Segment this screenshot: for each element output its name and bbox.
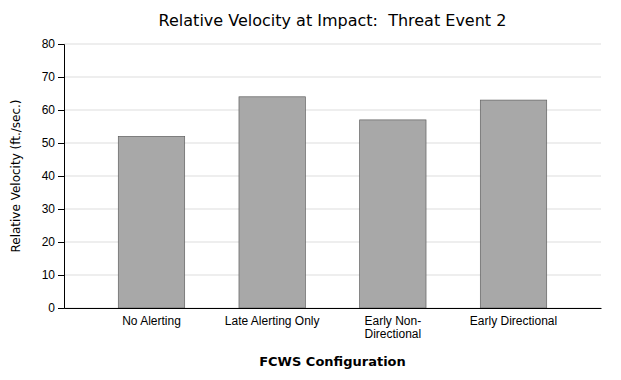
tick-label: Early Non-Directional bbox=[364, 314, 421, 342]
tick-label: 70 bbox=[42, 70, 56, 84]
tick-label: 40 bbox=[42, 169, 56, 183]
grid-line bbox=[64, 77, 601, 78]
tick-mark bbox=[58, 242, 64, 243]
tick-mark bbox=[58, 275, 64, 276]
tick-label: 30 bbox=[42, 202, 56, 216]
bar bbox=[480, 100, 546, 308]
tick: Early Directional bbox=[470, 308, 557, 328]
tick-mark bbox=[58, 110, 64, 111]
tick: 60 bbox=[42, 103, 64, 117]
tick: 40 bbox=[42, 169, 64, 183]
tick: Late Alerting Only bbox=[225, 308, 320, 328]
tick: 0 bbox=[48, 301, 64, 315]
tick-mark bbox=[58, 176, 64, 177]
tick-label: 10 bbox=[42, 268, 56, 282]
tick-label: 0 bbox=[48, 301, 55, 315]
chart-svg: 0 10 20 30 40 50 60 70 80 No Alerting Late Alertin… bbox=[0, 0, 621, 380]
tick-label: 60 bbox=[42, 103, 56, 117]
x-axis: No Alerting Late Alerting Only Early Non-D… bbox=[65, 308, 602, 341]
plot: 0 10 20 30 40 50 60 70 80 No Alerting Late Alertin… bbox=[9, 37, 602, 369]
x-axis-title: FCWS Configuration bbox=[259, 354, 406, 369]
tick-label: 50 bbox=[42, 136, 56, 150]
bar bbox=[360, 120, 426, 308]
tick-label: No Alerting bbox=[122, 314, 181, 328]
tick-label: 80 bbox=[42, 37, 56, 51]
tick-label-line: Early Non- bbox=[364, 314, 421, 328]
tick-mark bbox=[58, 143, 64, 144]
tick: 70 bbox=[42, 70, 64, 84]
bar bbox=[118, 136, 184, 308]
title: Relative Velocity at Impact: Threat Even… bbox=[159, 11, 507, 30]
grid-line bbox=[64, 44, 601, 45]
tick: 50 bbox=[42, 136, 64, 150]
tick-label: Early Directional bbox=[470, 314, 557, 328]
bars bbox=[118, 97, 546, 308]
tick: Early Non-Directional bbox=[364, 308, 421, 341]
tick: 80 bbox=[42, 37, 64, 51]
tick-label: Late Alerting Only bbox=[225, 314, 320, 328]
tick: 20 bbox=[42, 235, 64, 249]
tick: 30 bbox=[42, 202, 64, 216]
tick: No Alerting bbox=[122, 308, 181, 328]
bar bbox=[239, 97, 305, 308]
grid bbox=[64, 44, 601, 308]
tick-label-line: Directional bbox=[364, 327, 421, 341]
tick-mark bbox=[58, 77, 64, 78]
tick-mark bbox=[58, 44, 64, 45]
y-axis: 0 10 20 30 40 50 60 70 80 bbox=[42, 37, 65, 315]
tick-mark bbox=[58, 308, 64, 309]
axis-line bbox=[65, 308, 602, 309]
y-axis-title: Relative Velocity (ft./sec.) bbox=[9, 99, 23, 252]
tick-label: 20 bbox=[42, 235, 56, 249]
tick: 10 bbox=[42, 268, 64, 282]
tick-mark bbox=[58, 209, 64, 210]
axis-line bbox=[58, 45, 65, 309]
